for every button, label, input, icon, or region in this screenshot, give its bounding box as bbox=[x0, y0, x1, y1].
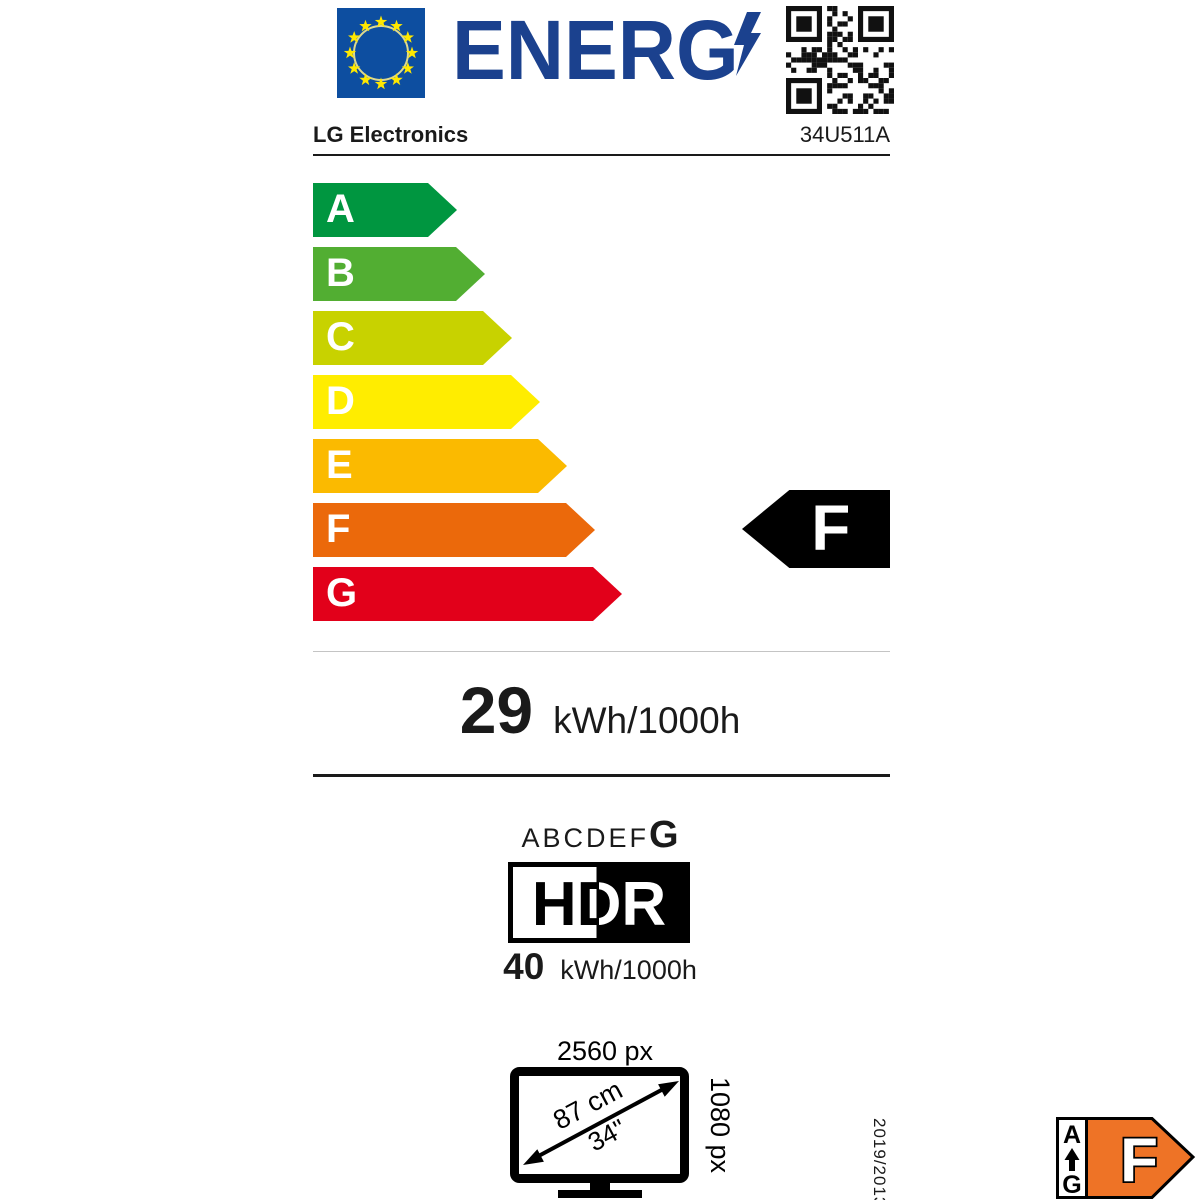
monitor-stand-neck bbox=[590, 1178, 610, 1191]
grade-arrow-a: A bbox=[313, 183, 457, 237]
sdr-consumption-unit: kWh/1000h bbox=[553, 700, 741, 741]
hdr-logo-text-light: HDR bbox=[532, 870, 666, 939]
sdr-consumption-value: 29 bbox=[459, 673, 534, 747]
grade-letter: D bbox=[326, 379, 355, 423]
up-arrow-icon bbox=[1064, 1148, 1080, 1171]
eu-flag bbox=[337, 8, 425, 98]
header-divider bbox=[313, 154, 890, 156]
brand-row: LG Electronics 34U511A bbox=[313, 122, 890, 148]
grade-arrow-g: G bbox=[313, 567, 622, 621]
mini-best-grade: A bbox=[1063, 1121, 1081, 1149]
hdr-grade-g: G bbox=[648, 814, 679, 856]
mid-divider bbox=[313, 774, 890, 777]
grade-letter: B bbox=[326, 251, 355, 295]
mini-grade-letter: F bbox=[1120, 1126, 1158, 1195]
sdr-consumption: 29 kWh/1000h bbox=[0, 672, 1200, 748]
regulation-number: 2019/2013 bbox=[870, 1118, 889, 1200]
hdr-consumption: 40 kWh/1000h bbox=[0, 946, 1200, 988]
model-identifier: 34U511A bbox=[799, 122, 890, 147]
grade-arrow-b: B bbox=[313, 247, 485, 301]
grade-arrow-e: E bbox=[313, 439, 567, 493]
grade-letter: E bbox=[326, 443, 353, 487]
monitor-stand-base bbox=[558, 1190, 642, 1198]
hdr-grade-letters: ABCDEF bbox=[521, 823, 649, 853]
grade-arrow-d: D bbox=[313, 375, 540, 429]
mini-worst-grade: G bbox=[1062, 1171, 1081, 1199]
hdr-consumption-value: 40 bbox=[503, 946, 545, 987]
horizontal-resolution-label: 2560 px bbox=[557, 1036, 654, 1066]
hdr-grade-scale: ABCDEF G bbox=[0, 814, 1200, 857]
grade-letter: F bbox=[326, 507, 351, 551]
hdr-logo: HDR HDR bbox=[508, 862, 690, 943]
lightning-bolt-icon bbox=[734, 12, 761, 76]
diagonal-arrow bbox=[523, 1081, 679, 1165]
section-thin-divider bbox=[313, 651, 890, 652]
grade-arrow-c: C bbox=[313, 311, 512, 365]
hdr-consumption-unit: kWh/1000h bbox=[560, 955, 697, 985]
qr-code bbox=[786, 6, 894, 114]
grade-letter: A bbox=[326, 187, 355, 231]
grade-letter: G bbox=[326, 571, 358, 615]
grade-arrow-f: F bbox=[313, 503, 595, 557]
mini-energy-label: A G F bbox=[1056, 1117, 1196, 1199]
grade-letter: C bbox=[326, 315, 355, 359]
supplier-name: LG Electronics bbox=[313, 122, 469, 147]
hdr-logo-text-dark: HDR bbox=[532, 870, 666, 939]
current-class-letter: F bbox=[811, 491, 851, 564]
screen-diagram: 2560 px 87 cm 34" 1080 px bbox=[510, 1036, 735, 1198]
eu-stars-icon bbox=[343, 15, 419, 90]
vertical-resolution-label: 1080 px bbox=[705, 1077, 735, 1174]
energ-wordmark: ENERG bbox=[452, 3, 739, 97]
